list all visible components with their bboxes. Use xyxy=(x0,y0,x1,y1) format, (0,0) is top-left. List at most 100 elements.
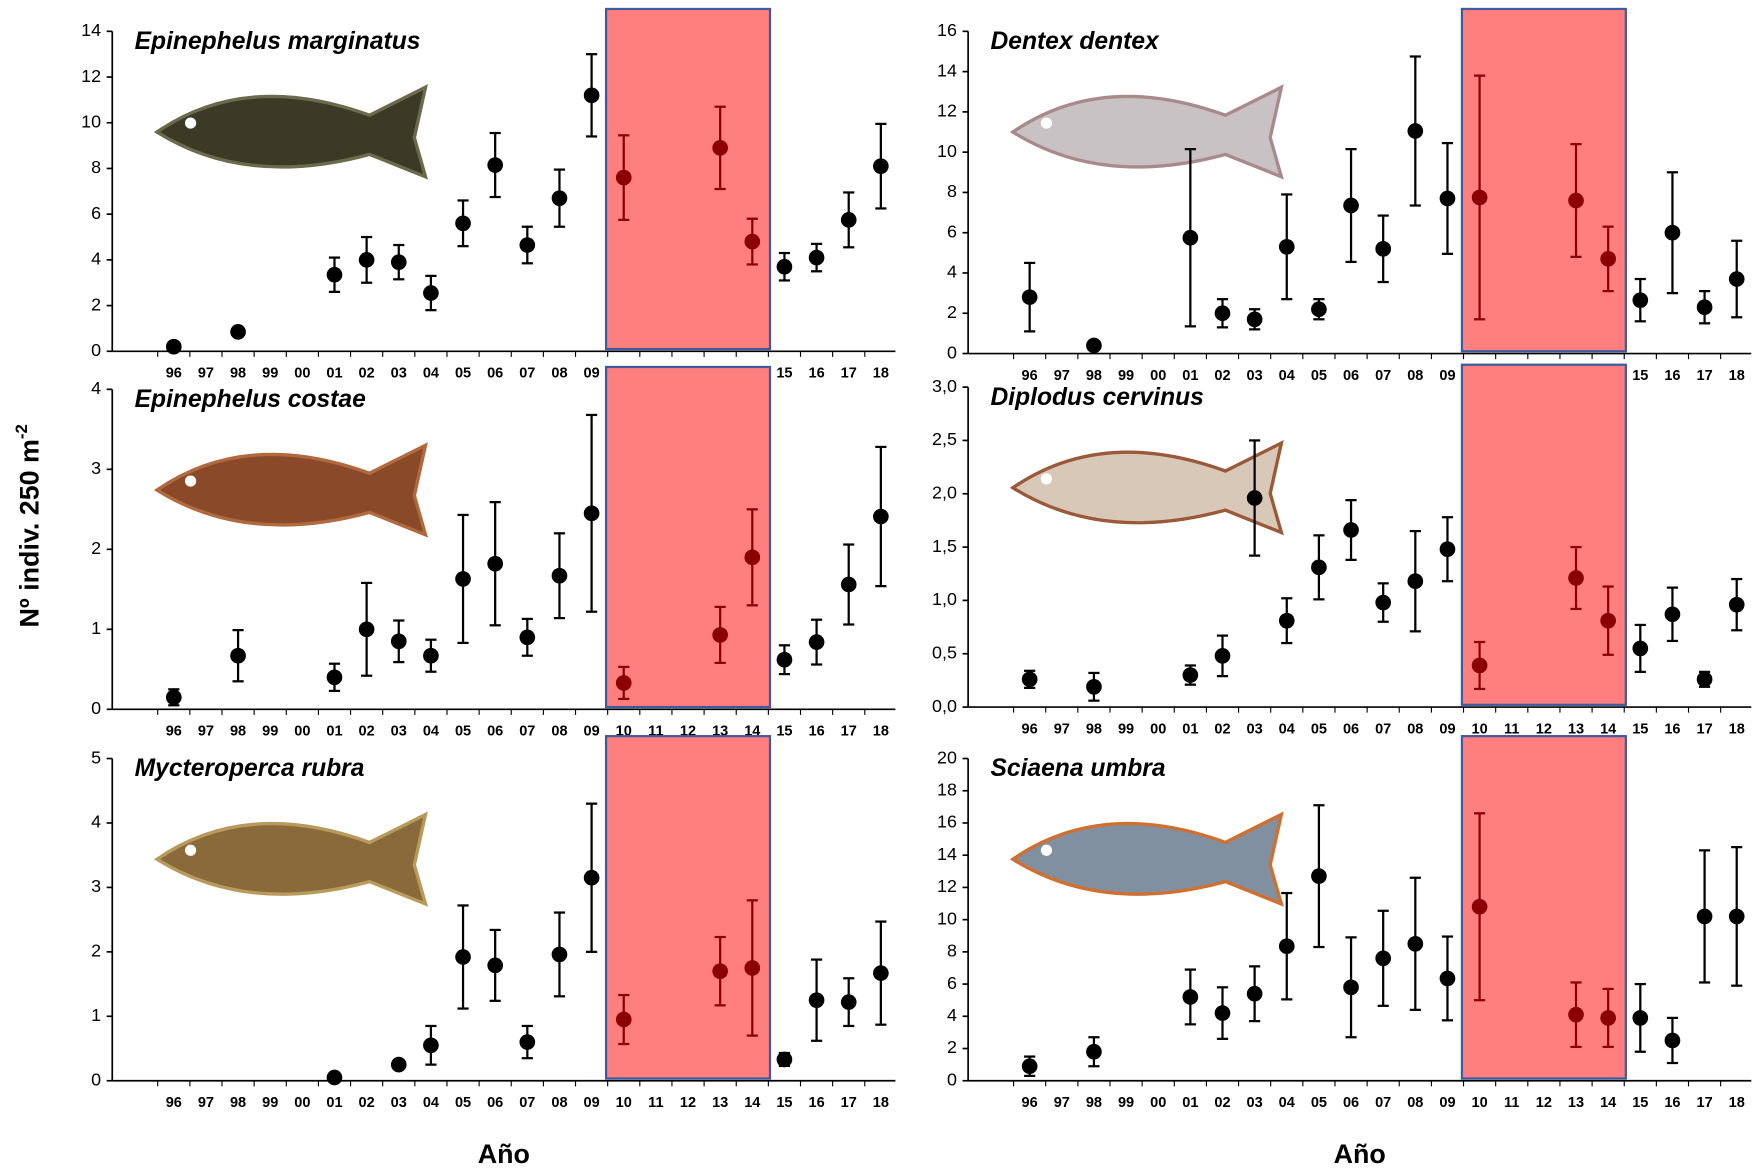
x-tick-label: 17 xyxy=(841,724,857,740)
x-tick-label: 02 xyxy=(359,724,375,740)
data-point xyxy=(1665,1033,1681,1049)
data-point xyxy=(584,87,600,103)
x-tick-label: 01 xyxy=(326,1095,342,1111)
x-tick-label: 00 xyxy=(294,366,310,382)
x-tick-label: 13 xyxy=(1568,721,1584,737)
x-tick-label: 09 xyxy=(584,1095,600,1111)
data-point xyxy=(777,1052,793,1068)
highlight-band xyxy=(1462,365,1626,705)
x-tick-label: 04 xyxy=(1279,1095,1295,1111)
x-tick-label: 13 xyxy=(1568,1095,1584,1111)
y-tick-label: 10 xyxy=(937,908,957,928)
data-point xyxy=(327,669,343,685)
x-tick-label: 01 xyxy=(1182,368,1198,384)
fish-illustration xyxy=(157,445,426,535)
fish-eye xyxy=(185,475,196,486)
data-point xyxy=(1279,239,1295,255)
y-tick-label: 10 xyxy=(937,141,957,161)
y-tick-label: 2 xyxy=(947,1037,957,1057)
data-point xyxy=(1729,909,1745,925)
data-point xyxy=(1183,989,1199,1005)
data-point xyxy=(455,571,471,587)
x-tick-label: 05 xyxy=(455,366,471,382)
x-tick-label: 08 xyxy=(551,1095,567,1111)
y-tick-label: 4 xyxy=(91,249,101,269)
x-tick-label: 17 xyxy=(841,1095,857,1111)
y-tick-label: 8 xyxy=(91,157,101,177)
y-tick-label: 0,0 xyxy=(932,696,957,716)
x-tick-label: 09 xyxy=(1439,1095,1455,1111)
data-point xyxy=(873,509,889,525)
data-point xyxy=(1183,230,1199,246)
data-point xyxy=(1697,672,1713,688)
x-tick-label: 12 xyxy=(680,1095,696,1111)
data-point xyxy=(1568,193,1584,209)
y-tick-label: 2 xyxy=(91,538,101,558)
x-tick-label: 97 xyxy=(198,366,214,382)
x-tick-label: 18 xyxy=(1729,721,1745,737)
highlight-band xyxy=(606,367,770,707)
y-tick-label: 6 xyxy=(91,203,101,223)
y-tick-label: 18 xyxy=(937,779,957,799)
y-tick-label: 4 xyxy=(91,378,101,398)
chart-title: Epinephelus costae xyxy=(135,386,366,413)
x-tick-label: 96 xyxy=(1022,721,1038,737)
data-point xyxy=(1215,648,1231,664)
data-point xyxy=(744,549,760,565)
x-tick-label: 12 xyxy=(1536,721,1552,737)
x-tick-label: 16 xyxy=(1664,1095,1680,1111)
fish-illustration xyxy=(157,814,426,904)
highlight-band xyxy=(1462,9,1626,351)
data-point xyxy=(423,1037,439,1053)
x-tick-label: 99 xyxy=(1118,368,1134,384)
data-point xyxy=(841,212,857,228)
data-point xyxy=(552,190,568,206)
data-point xyxy=(166,689,182,705)
x-tick-label: 17 xyxy=(841,366,857,382)
x-tick-label: 11 xyxy=(1504,1095,1519,1111)
fish-illustration xyxy=(1013,443,1282,533)
data-point xyxy=(1472,899,1488,915)
y-tick-label: 2 xyxy=(947,302,957,322)
x-tick-label: 07 xyxy=(519,366,535,382)
x-tick-label: 01 xyxy=(1182,1095,1198,1111)
x-tick-label: 09 xyxy=(584,724,600,740)
x-tick-label: 14 xyxy=(1600,1095,1616,1111)
fish-eye xyxy=(185,845,196,856)
x-tick-label: 15 xyxy=(1632,368,1648,384)
y-tick-label: 12 xyxy=(937,101,957,121)
x-tick-label: 10 xyxy=(616,1095,632,1111)
data-point xyxy=(1407,936,1423,952)
data-point xyxy=(777,259,793,275)
data-point xyxy=(1086,679,1102,695)
data-point xyxy=(1407,123,1423,139)
y-tick-label: 4 xyxy=(91,812,101,832)
data-point xyxy=(1343,979,1359,995)
data-point xyxy=(391,633,407,649)
x-tick-label: 15 xyxy=(776,1095,792,1111)
data-point xyxy=(1472,190,1488,206)
x-tick-label: 16 xyxy=(808,366,824,382)
data-point xyxy=(1472,658,1488,674)
x-tick-label: 14 xyxy=(744,1095,760,1111)
x-tick-label: 96 xyxy=(1022,1095,1038,1111)
x-tick-label: 08 xyxy=(1407,1095,1423,1111)
y-tick-label: 0 xyxy=(947,342,957,362)
data-point xyxy=(1086,1044,1102,1060)
data-point xyxy=(1375,595,1391,611)
fish-illustration xyxy=(157,87,426,177)
data-point xyxy=(327,267,343,283)
data-point xyxy=(487,958,503,974)
data-point xyxy=(1375,241,1391,257)
data-point xyxy=(1440,971,1456,987)
highlight-band xyxy=(606,736,770,1078)
data-point xyxy=(519,1034,535,1050)
y-tick-label: 5 xyxy=(91,747,101,767)
data-point xyxy=(1343,198,1359,214)
x-tick-label: 99 xyxy=(1118,1095,1134,1111)
data-point xyxy=(1022,1058,1038,1074)
x-tick-label: 98 xyxy=(230,724,246,740)
x-tick-label: 11 xyxy=(1504,721,1519,737)
y-tick-label: 6 xyxy=(947,973,957,993)
x-tick-label: 99 xyxy=(262,1095,278,1111)
